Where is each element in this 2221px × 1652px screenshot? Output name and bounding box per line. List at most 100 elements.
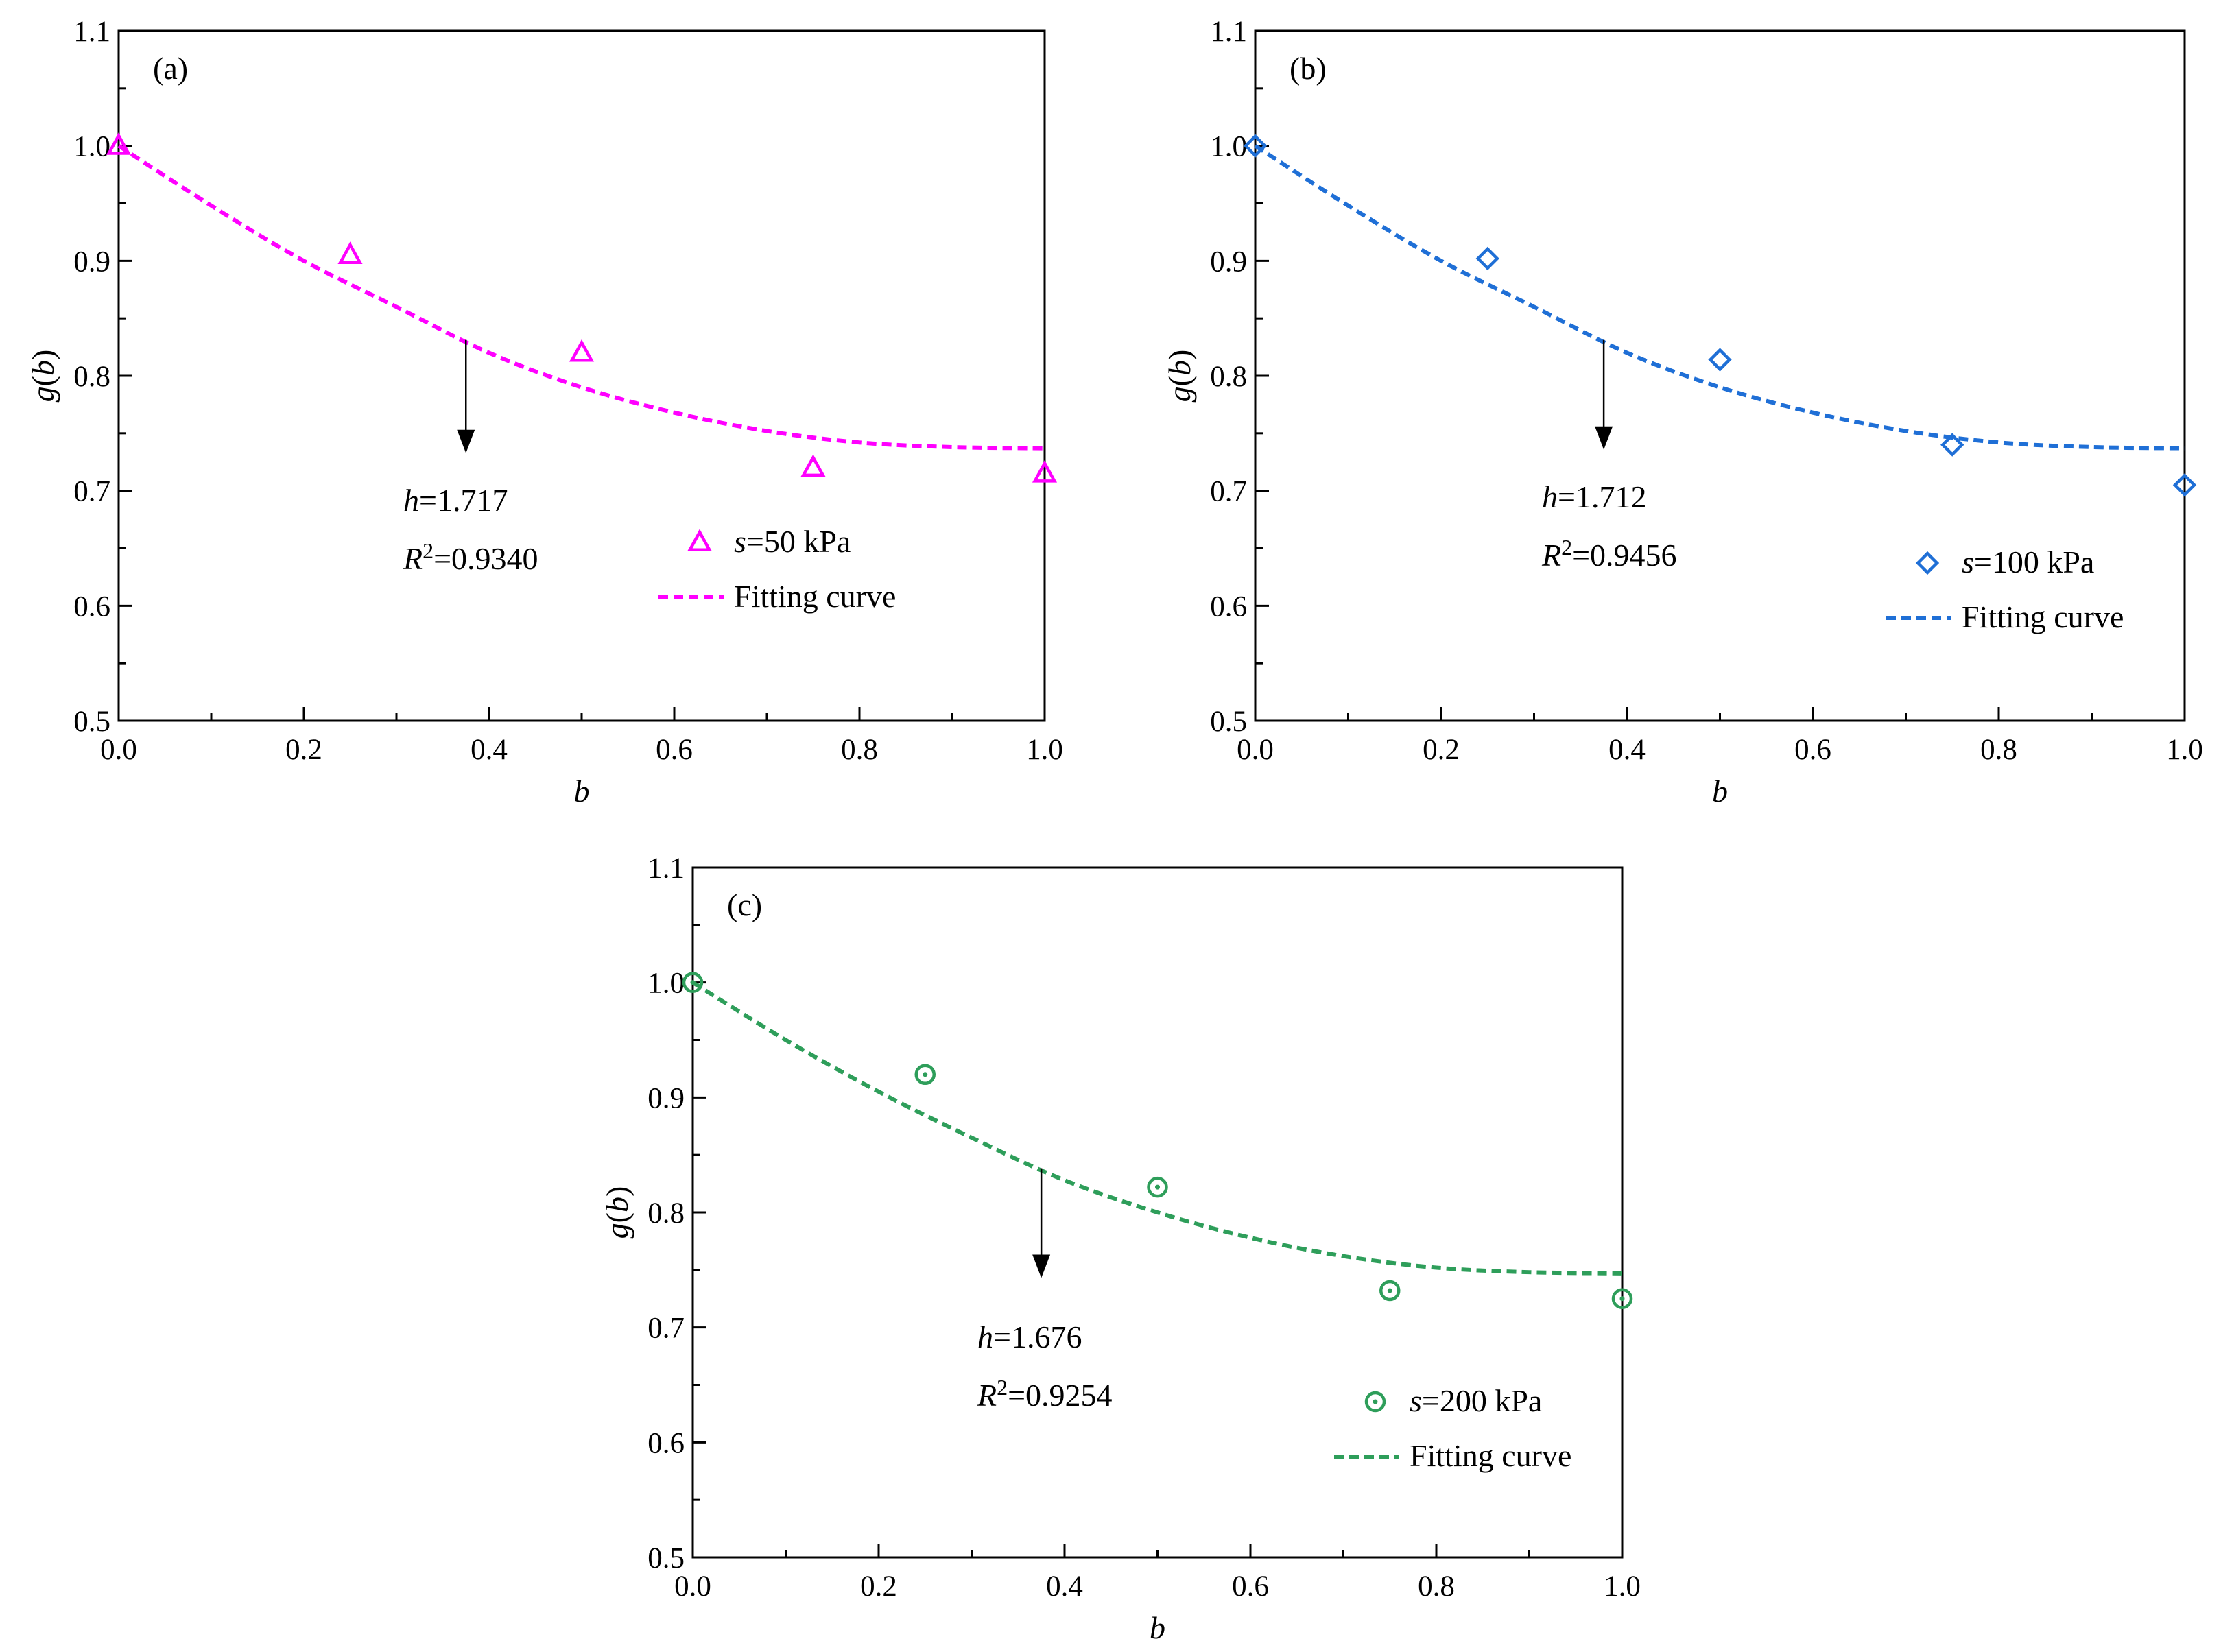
x-tick-label: 0.8 — [841, 734, 878, 766]
y-title-close: ) — [25, 350, 60, 360]
fitting-curve — [1254, 144, 2185, 451]
annotation-h-value: =1.717 — [419, 483, 508, 518]
data-points — [106, 132, 1058, 483]
legend-series-value: =200 kPa — [1422, 1383, 1542, 1418]
y-title-arg: b — [1162, 360, 1197, 376]
legend-fit-label: Fitting curve — [1410, 1438, 1571, 1473]
y-tick-label: 0.9 — [1210, 246, 1247, 278]
y-tick-label: 0.7 — [648, 1313, 685, 1345]
annotation-r2: R2=0.9340 — [403, 538, 538, 576]
y-tick-label: 1.0 — [1210, 131, 1247, 163]
data-point — [914, 1064, 936, 1086]
x-tick-label: 0.6 — [1794, 734, 1831, 766]
annotation-r-value: =0.9340 — [433, 541, 538, 576]
legend-fit-label: Fitting curve — [734, 579, 896, 614]
y-tick-label: 1.1 — [1210, 16, 1247, 48]
annotation-r-value: =0.9254 — [1008, 1378, 1112, 1413]
marker-ring — [1611, 1288, 1633, 1309]
annotation-r-symbol: R — [403, 541, 423, 576]
marker-dot — [923, 1072, 928, 1077]
y-axis: 0.5 0.6 0.7 0.8 0.9 1.0 1.1 — [73, 16, 132, 738]
x-tick-label: 0.6 — [656, 734, 693, 766]
x-tick-label: 0.6 — [1232, 1570, 1269, 1603]
legend-fit-label: Fitting curve — [1962, 599, 2124, 634]
arrow-head — [1595, 426, 1613, 450]
annotation-arrow — [1595, 339, 1613, 450]
legend-marker — [1364, 1391, 1386, 1413]
marker-ring — [682, 972, 704, 993]
panel-label: (c) — [727, 887, 762, 922]
y-tick-label: 0.7 — [73, 476, 110, 508]
y-tick-label: 1.0 — [73, 131, 110, 163]
data-point — [2172, 473, 2197, 497]
y-tick-label: 0.6 — [1210, 590, 1247, 623]
legend: s=200 kPa Fitting curve — [1334, 1383, 1571, 1473]
marker-ring — [914, 1064, 936, 1086]
annotation-h-value: =1.712 — [1558, 479, 1646, 514]
annotation-r2: R2=0.9456 — [1541, 535, 1677, 573]
x-axis: 0.0 0.2 0.4 0.6 0.8 1.0 — [1237, 707, 2203, 766]
y-title-arg: b — [599, 1197, 634, 1212]
y-tick-label: 1.0 — [648, 968, 685, 1000]
data-point — [569, 339, 595, 362]
y-tick-label: 0.8 — [1210, 361, 1247, 393]
x-axis-title: b — [1150, 1610, 1165, 1645]
panel-b: 0.0 0.2 0.4 0.6 0.8 1.0 0.5 0.6 0.7 0.8 0.9 1.0 1.1 b… — [1162, 16, 2203, 809]
y-tick-label: 0.6 — [73, 590, 110, 623]
data-point — [1379, 1280, 1401, 1302]
x-tick-label: 0.0 — [1237, 734, 1274, 766]
y-tick-label: 0.6 — [648, 1427, 685, 1459]
panel-a: 0.0 0.2 0.4 0.6 0.8 1.0 0.5 0.6 0.7 0.8 0.9 1.0 1.1 b… — [25, 16, 1063, 809]
y-tick-label: 0.8 — [73, 361, 110, 393]
legend-series-var: s — [1410, 1383, 1422, 1418]
x-tick-label: 0.4 — [1046, 1570, 1083, 1603]
panel-label: (a) — [153, 51, 188, 86]
legend-series-var: s — [734, 524, 746, 559]
marker-dot — [1619, 1296, 1625, 1302]
panel-label: (b) — [1290, 51, 1327, 86]
panel-c: 0.0 0.2 0.4 0.6 0.8 1.0 0.5 0.6 0.7 0.8 0.9 1.0 1.1 b… — [599, 852, 1641, 1645]
annotation-h-value: =1.676 — [993, 1319, 1082, 1354]
x-axis-title: b — [574, 774, 590, 809]
x-tick-label: 0.2 — [860, 1570, 897, 1603]
data-point — [1708, 348, 1732, 372]
x-tick-label: 0.8 — [1980, 734, 2017, 766]
data-point — [1032, 459, 1058, 483]
x-axis: 0.0 0.2 0.4 0.6 0.8 1.0 — [674, 1544, 1641, 1603]
x-axis-title: b — [1712, 774, 1728, 809]
annotation-arrow — [457, 339, 475, 453]
annotation-r-superscript: 2 — [1561, 535, 1572, 560]
annotation-arrow — [1032, 1168, 1051, 1278]
y-title-close: ) — [1162, 350, 1197, 360]
annotation-r-superscript: 2 — [997, 1375, 1008, 1400]
x-tick-label: 0.8 — [1418, 1570, 1455, 1603]
x-tick-label: 1.0 — [2166, 734, 2203, 766]
y-tick-label: 0.5 — [73, 706, 110, 738]
fitting-curve — [117, 144, 1045, 451]
y-tick-label: 0.7 — [1210, 476, 1247, 508]
y-axis: 0.5 0.6 0.7 0.8 0.9 1.0 1.1 — [648, 852, 706, 1575]
legend: s=50 kPa Fitting curve — [658, 524, 896, 614]
legend-series-var: s — [1962, 544, 1974, 579]
data-point — [1611, 1288, 1633, 1309]
x-tick-label: 0.0 — [100, 734, 137, 766]
y-tick-label: 0.9 — [648, 1082, 685, 1114]
y-title-open: ( — [25, 376, 60, 386]
legend-marker — [1915, 551, 1940, 575]
data-points — [1243, 134, 2197, 497]
y-tick-label: 1.1 — [73, 16, 110, 48]
data-point — [800, 454, 826, 477]
legend-series-label: s=200 kPa — [1410, 1383, 1542, 1418]
annotation-r-value: =0.9456 — [1572, 538, 1676, 573]
annotation-r-symbol: R — [977, 1378, 997, 1413]
annotation-h: h=1.717 — [403, 483, 508, 518]
x-tick-label: 0.2 — [1423, 734, 1460, 766]
marker-ring — [1364, 1391, 1386, 1413]
x-tick-label: 1.0 — [1026, 734, 1063, 766]
legend-series-label: s=50 kPa — [734, 524, 851, 559]
marker-dot — [690, 980, 696, 985]
y-axis-title: g(b) — [599, 1186, 634, 1239]
legend-marker — [687, 529, 713, 552]
